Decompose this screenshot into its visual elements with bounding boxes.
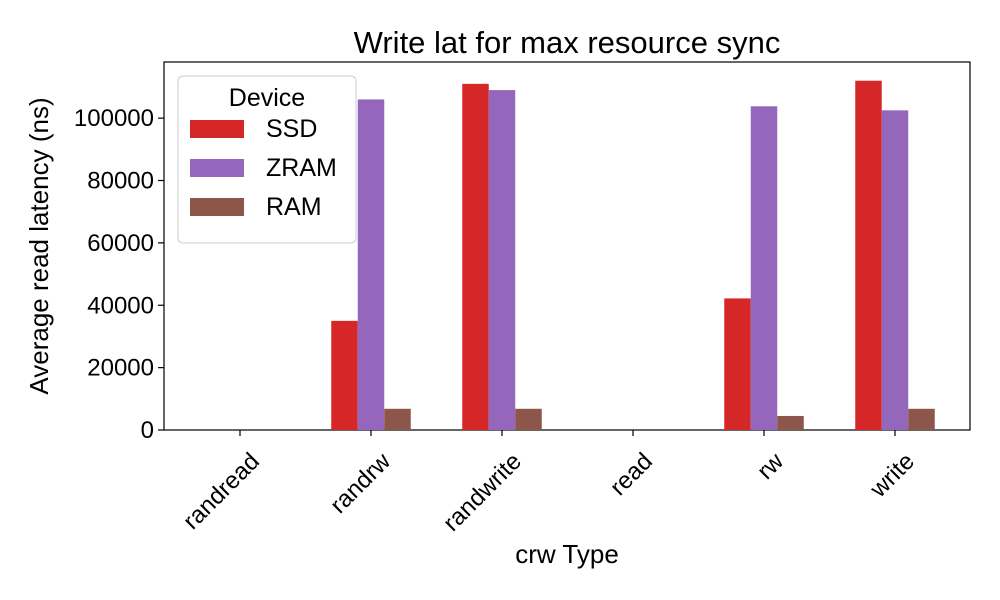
x-tick-label-read: read: [605, 448, 658, 501]
y-axis-label: Average read latency (ns): [24, 97, 54, 394]
bars-group: [331, 80, 935, 431]
legend: Device SSD ZRAM RAM: [177, 75, 357, 244]
x-tick-label-randwrite: randwrite: [438, 448, 527, 537]
legend-swatch-zram: [190, 159, 244, 177]
legend-swatch-ram: [190, 198, 244, 216]
bar-ram-write: [908, 408, 935, 430]
legend-label-zram: ZRAM: [266, 154, 337, 182]
bar-zram-randrw: [357, 99, 385, 430]
x-axis: randread randrw randwrite read rw write: [178, 430, 920, 537]
x-tick-label-randrw: randrw: [325, 447, 396, 518]
bar-ssd-randwrite: [462, 83, 489, 430]
bar-ssd-randrw: [331, 320, 358, 430]
bar-ram-randrw: [384, 408, 411, 430]
bar-ram-rw: [777, 415, 804, 430]
plot-area: [163, 61, 971, 431]
y-tick-label: 20000: [87, 355, 154, 382]
bar-zram-rw: [750, 106, 778, 431]
y-tick-label: 0: [141, 417, 154, 444]
legend-label-ram: RAM: [266, 193, 322, 221]
chart-title: Write lat for max resource sync: [354, 25, 781, 60]
x-axis-label: crw Type: [515, 539, 619, 569]
y-tick-label: 60000: [87, 230, 154, 257]
legend-swatch-ssd: [190, 120, 244, 138]
bar-ram-randwrite: [515, 408, 542, 430]
x-tick-label-rw: rw: [752, 447, 789, 484]
x-tick-label-write: write: [864, 448, 920, 504]
legend-title: Device: [229, 84, 305, 112]
legend-items: SSD ZRAM RAM: [190, 115, 337, 221]
bar-ssd-write: [855, 80, 882, 431]
y-axis: 0 20000 40000 60000 80000 100000: [74, 105, 164, 444]
bar-ssd-rw: [724, 298, 751, 430]
y-tick-label: 100000: [74, 105, 154, 132]
y-tick-label: 40000: [87, 292, 154, 319]
x-tick-label-randread: randread: [178, 448, 265, 535]
legend-label-ssd: SSD: [266, 115, 317, 143]
y-tick-label: 80000: [87, 168, 154, 195]
bar-zram-randwrite: [488, 90, 516, 430]
bar-zram-write: [881, 110, 909, 430]
